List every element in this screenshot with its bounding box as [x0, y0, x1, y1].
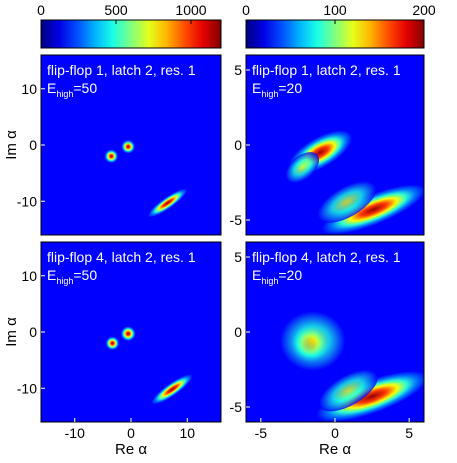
colorbar-tick-label: 200 — [412, 2, 436, 18]
y-tick-label: -10 — [17, 193, 37, 209]
x-axis-title: Re α — [319, 441, 351, 458]
heatmap-panel: 10 0 -10 flip-flop 1, latch 2, res. 1 Ehigh=… — [17, 54, 222, 236]
x-tick-label: 5 — [405, 425, 413, 441]
x-tick-label: 0 — [331, 425, 339, 441]
density-peak — [321, 184, 424, 235]
colorbar-tick-label: 100 — [323, 2, 347, 18]
colorbar-tick-label: 500 — [104, 2, 128, 18]
x-axis-title: Re α — [115, 441, 147, 458]
colorbar-right — [245, 19, 425, 49]
y-tick-label: 0 — [234, 324, 242, 340]
colorbar-tick-label: 0 — [242, 2, 250, 18]
heatmap-panel: 5 0 -5 -5 0 5 flip-flop 4, latch 2, res. 1 Ehig… — [230, 241, 425, 441]
density-peak — [104, 149, 119, 164]
panel-energy: Ehigh=50 — [47, 80, 97, 99]
x-tick-label: 0 — [127, 425, 135, 441]
y-tick-label: 0 — [29, 324, 37, 340]
density-peak — [120, 326, 136, 342]
y-tick-label: 5 — [234, 62, 242, 78]
panel-title: flip-flop 4, latch 2, res. 1 — [47, 249, 196, 265]
y-tick-label: -10 — [17, 380, 37, 396]
density-peak — [317, 181, 377, 223]
x-tick-label: -10 — [65, 425, 85, 441]
colorbar-tick-label: 0 — [37, 2, 45, 18]
density-peak — [121, 139, 135, 154]
heatmap-panel: 5 0 -5 flip-flop 1, latch 2, res. 1 Ehigh=20 — [230, 54, 425, 236]
panel-energy: Ehigh=20 — [252, 267, 302, 286]
panel-energy: Ehigh=50 — [47, 267, 97, 286]
x-tick-label: 10 — [179, 425, 195, 441]
density-peak — [316, 371, 424, 422]
density-peak — [148, 188, 188, 218]
colorbar-left — [40, 19, 222, 49]
y-tick-label: 5 — [234, 249, 242, 265]
density-peak — [105, 336, 120, 351]
density-peak — [285, 152, 320, 183]
y-axis-title: Im α — [3, 317, 20, 347]
y-tick-label: 10 — [21, 268, 37, 284]
panel-energy: Ehigh=20 — [252, 80, 302, 99]
x-tick-label: -5 — [255, 425, 268, 441]
y-tick-label: 0 — [234, 137, 242, 153]
panel-title: flip-flop 1, latch 2, res. 1 — [252, 62, 401, 78]
y-axis-title: Im α — [3, 130, 20, 160]
y-tick-label: -5 — [230, 212, 243, 228]
colorbar-tick-label: 1000 — [175, 2, 206, 18]
y-tick-label: 0 — [29, 137, 37, 153]
y-tick-label: 10 — [21, 81, 37, 97]
density-peak — [280, 311, 346, 371]
panel-title: flip-flop 4, latch 2, res. 1 — [252, 249, 401, 265]
heatmap-panel: 10 0 -10 -10 0 10 flip-flop 4, latch 2, res. 1… — [17, 241, 222, 441]
panel-title: flip-flop 1, latch 2, res. 1 — [47, 62, 196, 78]
y-tick-label: -5 — [230, 399, 243, 415]
density-peak — [319, 369, 378, 412]
density-peak — [151, 374, 193, 405]
